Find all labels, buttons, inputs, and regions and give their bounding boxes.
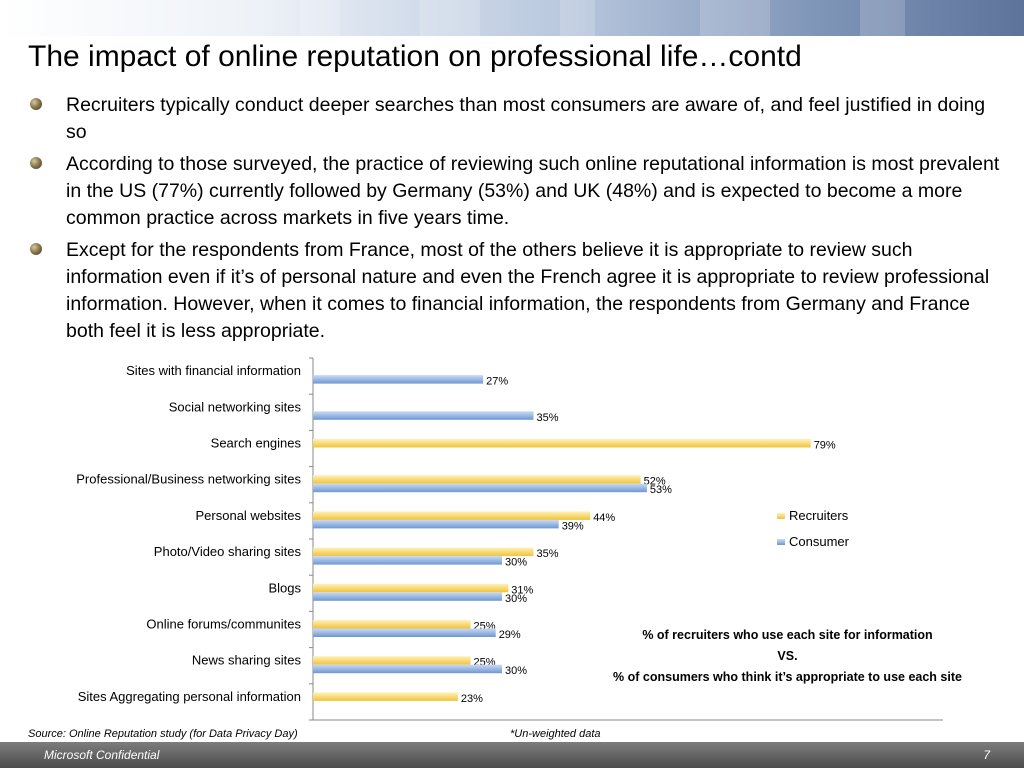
data-label: 79% <box>814 440 836 452</box>
bullet-icon <box>30 243 42 255</box>
data-label: 29% <box>499 629 521 641</box>
data-label: 23% <box>461 693 483 705</box>
bullet-item: Except for the respondents from France, … <box>30 237 1000 345</box>
consumer-bar <box>313 519 559 529</box>
data-label: 27% <box>486 376 508 388</box>
bar-chart: Sites with financial information 27% Socia… <box>76 357 943 721</box>
data-label: 30% <box>505 557 527 569</box>
header-banner <box>0 0 1024 36</box>
category-label: Professional/Business networking sites <box>76 472 301 487</box>
chart-caption: % of recruiters who use each site for in… <box>590 625 985 688</box>
category-label: News sharing sites <box>192 653 302 668</box>
consumer-bar <box>313 483 647 493</box>
footer-confidential: Microsoft Confidential <box>44 748 160 762</box>
bullet-text: Except for the respondents from France, … <box>66 239 990 342</box>
caption-line: % of consumers who think it’s appropriat… <box>613 670 962 684</box>
data-label: 35% <box>537 548 559 560</box>
data-label: 53% <box>650 484 672 496</box>
footer-bar: Microsoft Confidential 7 <box>0 742 1024 768</box>
recruiters-bar <box>313 439 811 448</box>
recruiters-bar <box>313 620 471 629</box>
recruiters-bar <box>313 692 458 701</box>
recruiters-bar <box>313 583 509 593</box>
consumer-bar <box>313 664 502 674</box>
source-note: Source: Online Reputation study (for Dat… <box>28 728 298 740</box>
data-label: 31% <box>511 584 533 596</box>
consumer-bar <box>313 556 502 565</box>
category-label: Photo/Video sharing sites <box>154 544 302 559</box>
bullet-text: Recruiters typically conduct deeper sear… <box>66 94 986 143</box>
legend-swatch <box>777 539 785 545</box>
consumer-bar <box>313 411 534 420</box>
category-label: Sites Aggregating personal information <box>78 689 301 704</box>
bullet-icon <box>30 157 42 169</box>
data-label: 52% <box>644 476 666 488</box>
bullet-item: Recruiters typically conduct deeper sear… <box>30 92 1000 146</box>
consumer-bar <box>313 592 502 601</box>
data-note: *Un-weighted data <box>510 728 601 740</box>
data-label: 30% <box>505 593 527 605</box>
bullet-icon <box>30 98 42 110</box>
slide-title: The impact of online reputation on profe… <box>28 40 802 73</box>
data-label: 39% <box>562 520 584 532</box>
bullet-item: According to those surveyed, the practic… <box>30 151 1000 232</box>
legend-label: Consumer <box>789 534 850 549</box>
data-label: 44% <box>593 512 615 524</box>
category-label: Personal websites <box>196 508 302 523</box>
consumer-bar <box>313 375 484 384</box>
recruiters-bar <box>313 511 591 520</box>
category-label: Sites with financial information <box>126 363 301 378</box>
legend-swatch <box>777 513 785 519</box>
category-label: Social networking sites <box>169 399 302 414</box>
bullet-list: Recruiters typically conduct deeper sear… <box>30 92 1000 350</box>
page-number: 7 <box>983 748 990 762</box>
caption-line: VS. <box>777 649 798 663</box>
category-label: Blogs <box>268 580 301 595</box>
caption-line: % of recruiters who use each site for in… <box>642 628 933 642</box>
recruiters-bar <box>313 547 534 557</box>
category-label: Search engines <box>211 436 302 451</box>
bullet-text: According to those surveyed, the practic… <box>66 153 1000 229</box>
data-label: 30% <box>505 665 527 677</box>
consumer-bar <box>313 628 496 637</box>
data-label: 35% <box>537 412 559 424</box>
legend-label: Recruiters <box>789 508 849 523</box>
recruiters-bar <box>313 475 641 484</box>
recruiters-bar <box>313 656 471 665</box>
category-label: Online forums/communites <box>146 617 301 632</box>
